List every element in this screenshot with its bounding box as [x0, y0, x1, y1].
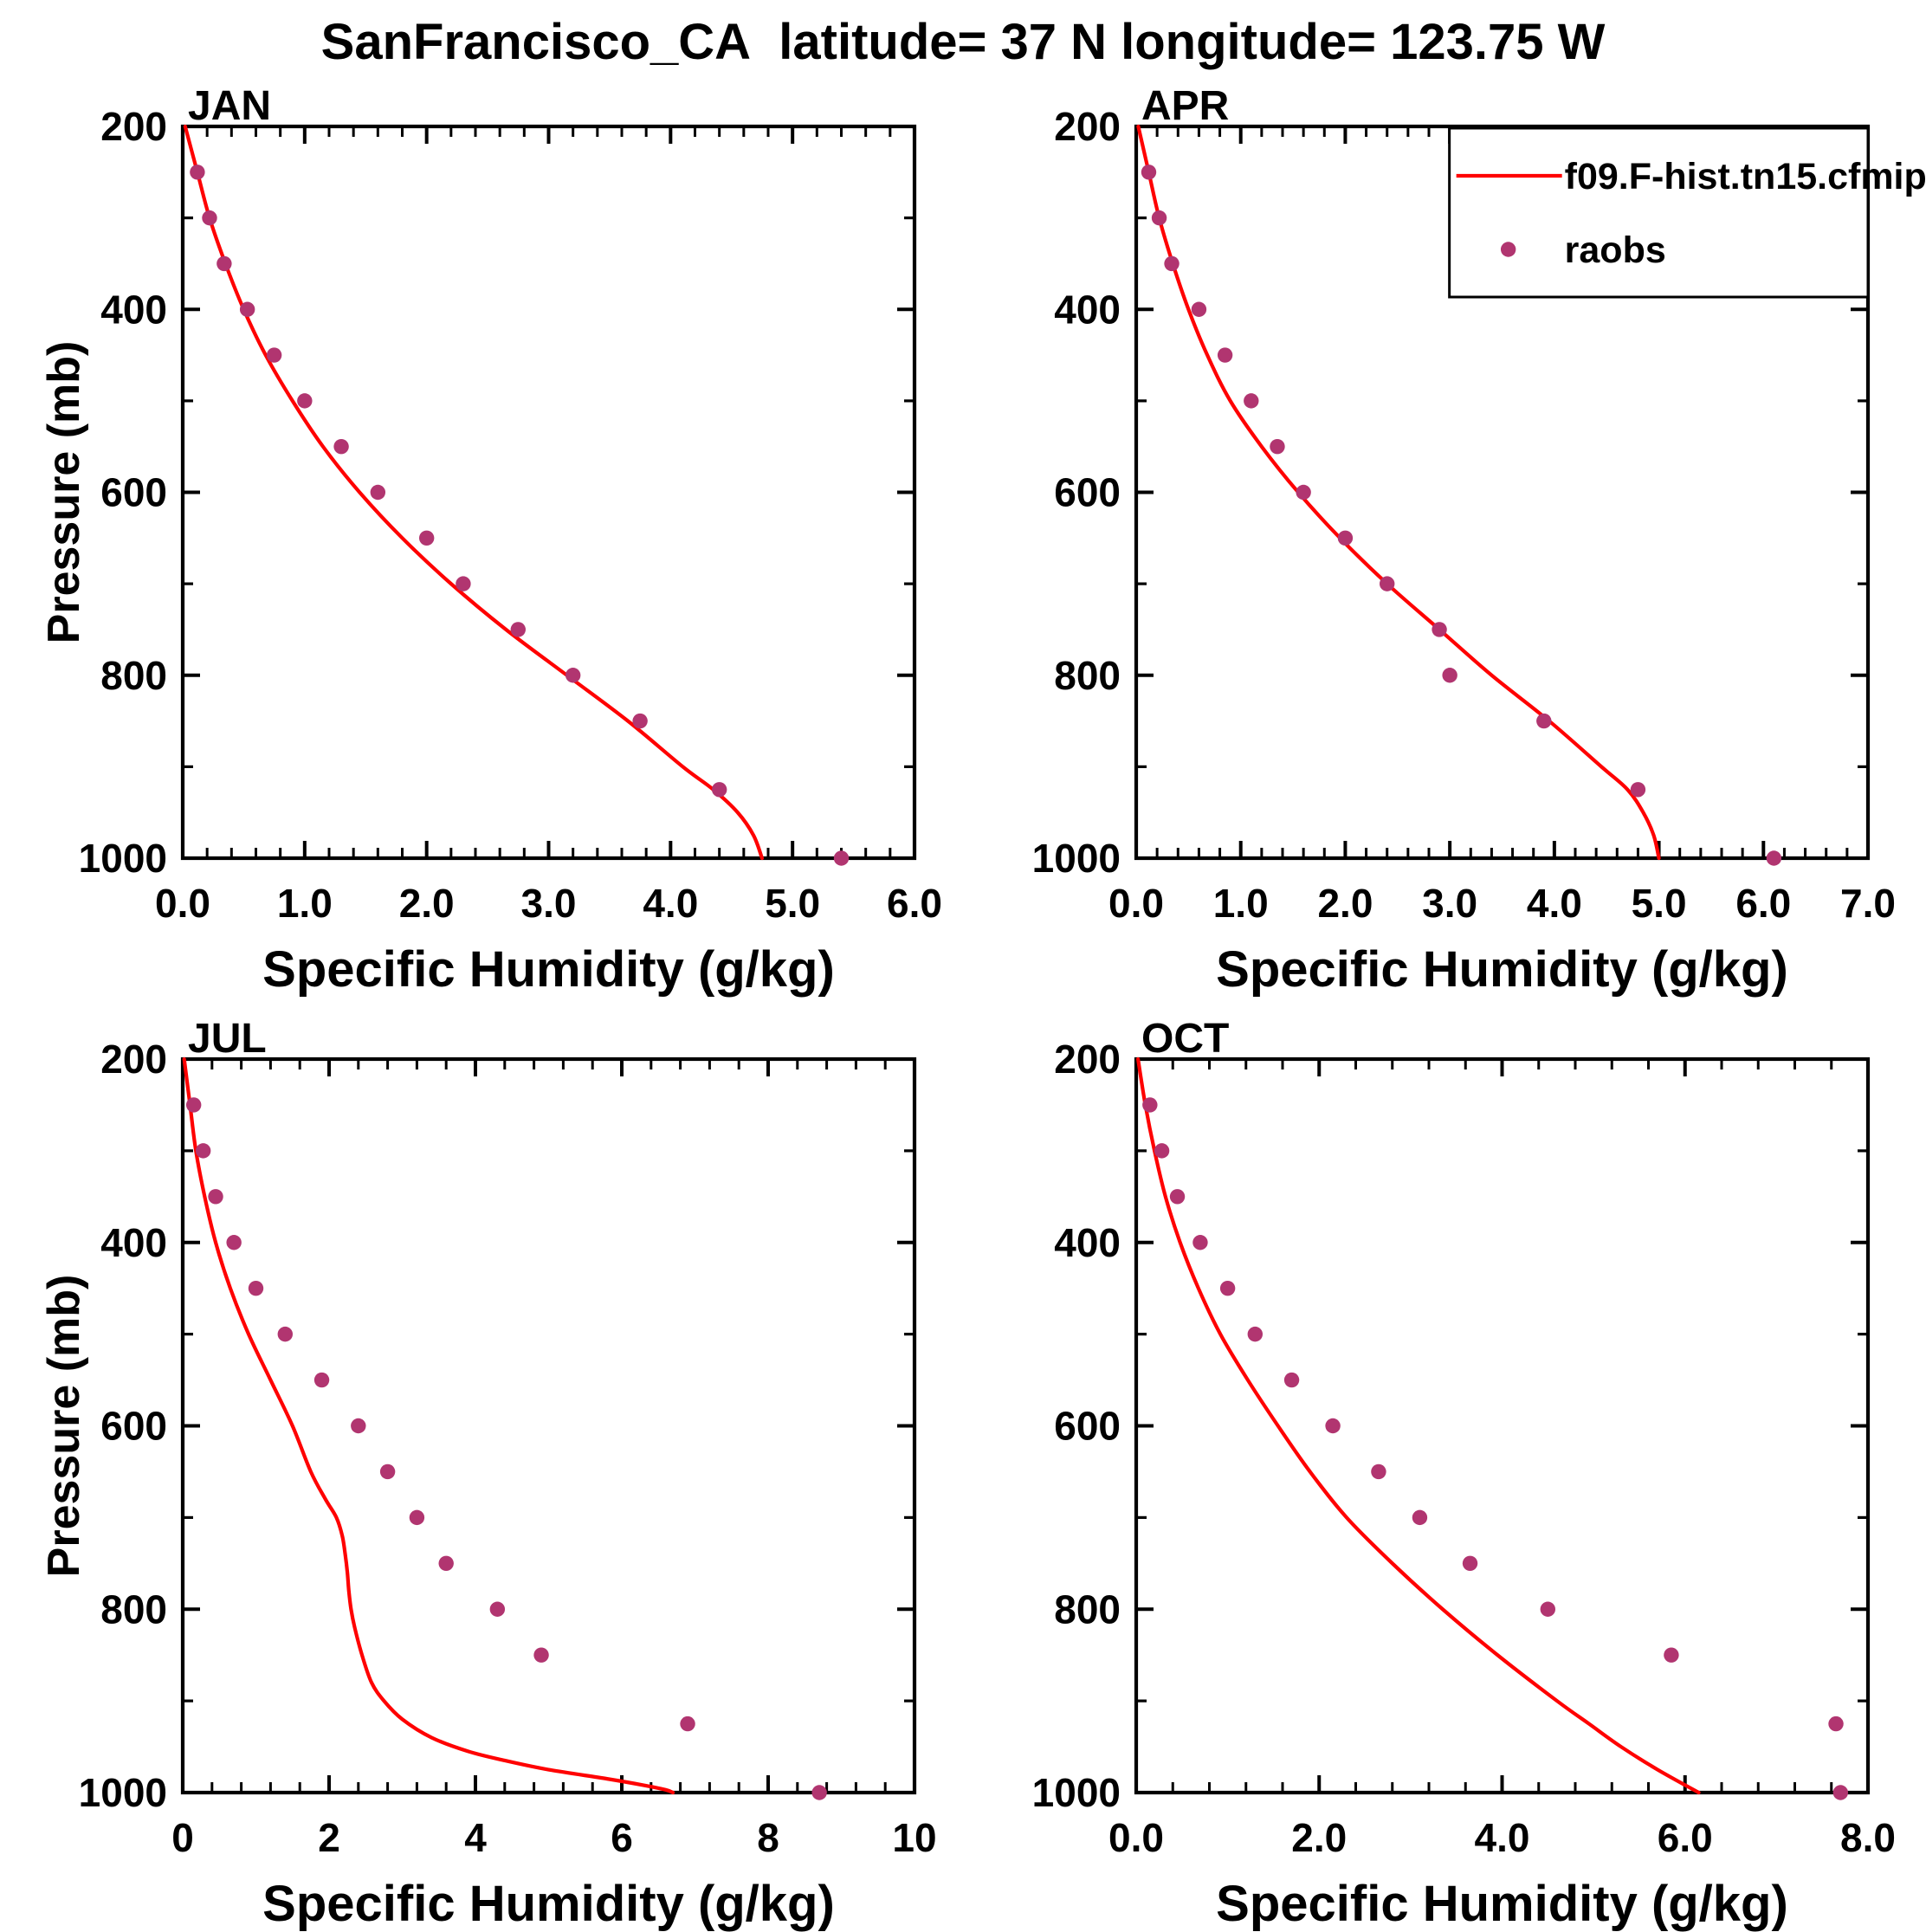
svg-text:Specific Humidity (g/kg): Specific Humidity (g/kg)	[262, 941, 835, 998]
svg-text:2.0: 2.0	[1291, 1815, 1347, 1860]
svg-text:0.0: 0.0	[155, 881, 210, 926]
svg-text:600: 600	[100, 1404, 167, 1449]
svg-text:raobs: raobs	[1565, 229, 1666, 271]
svg-text:6.0: 6.0	[887, 881, 942, 926]
svg-text:0.0: 0.0	[1108, 881, 1164, 926]
svg-text:6.0: 6.0	[1658, 1815, 1713, 1860]
svg-text:200: 200	[1054, 1037, 1121, 1082]
svg-text:600: 600	[100, 470, 167, 515]
svg-text:800: 800	[1054, 1586, 1121, 1632]
svg-text:1000: 1000	[1032, 1770, 1121, 1815]
svg-text:600: 600	[1054, 1404, 1121, 1449]
svg-text:400: 400	[100, 1220, 167, 1265]
svg-text:800: 800	[1054, 653, 1121, 698]
svg-text:1000: 1000	[79, 836, 167, 881]
svg-text:1.0: 1.0	[277, 881, 333, 926]
svg-text:SanFrancisco_CA latitude= 37: SanFrancisco_CA latitude= 37 N longitude…	[321, 14, 1606, 70]
svg-text:1000: 1000	[1032, 836, 1121, 881]
svg-text:5.0: 5.0	[1632, 881, 1687, 926]
svg-text:800: 800	[100, 1586, 167, 1632]
svg-text:0.0: 0.0	[1108, 1815, 1164, 1860]
svg-text:6: 6	[611, 1815, 633, 1860]
svg-text:OCT: OCT	[1141, 1016, 1229, 1062]
svg-text:5.0: 5.0	[765, 881, 820, 926]
svg-text:3.0: 3.0	[1422, 881, 1477, 926]
svg-text:400: 400	[100, 287, 167, 332]
svg-text:800: 800	[100, 653, 167, 698]
svg-text:4.0: 4.0	[643, 881, 698, 926]
svg-text:8.0: 8.0	[1840, 1815, 1896, 1860]
svg-text:JUL: JUL	[188, 1016, 267, 1062]
svg-text:400: 400	[1054, 287, 1121, 332]
svg-text:6.0: 6.0	[1735, 881, 1791, 926]
svg-text:4: 4	[464, 1815, 487, 1860]
svg-text:400: 400	[1054, 1220, 1121, 1265]
svg-text:3.0: 3.0	[521, 881, 577, 926]
svg-text:f09.F-hist.tn15.cfmip: f09.F-hist.tn15.cfmip	[1565, 156, 1926, 197]
svg-text:8: 8	[757, 1815, 779, 1860]
svg-text:4.0: 4.0	[1527, 881, 1582, 926]
svg-text:200: 200	[100, 104, 167, 149]
svg-text:0: 0	[171, 1815, 194, 1860]
svg-text:2: 2	[318, 1815, 340, 1860]
svg-text:200: 200	[100, 1037, 167, 1082]
svg-text:JAN: JAN	[188, 83, 271, 129]
svg-text:600: 600	[1054, 470, 1121, 515]
svg-text:2.0: 2.0	[1317, 881, 1373, 926]
svg-text:1000: 1000	[79, 1770, 167, 1815]
svg-text:Specific Humidity (g/kg): Specific Humidity (g/kg)	[1216, 1876, 1788, 1932]
svg-text:Specific Humidity (g/kg): Specific Humidity (g/kg)	[262, 1876, 835, 1932]
svg-text:APR: APR	[1141, 83, 1229, 129]
svg-text:200: 200	[1054, 104, 1121, 149]
svg-text:2.0: 2.0	[399, 881, 455, 926]
svg-text:1.0: 1.0	[1213, 881, 1269, 926]
svg-text:Pressure (mb): Pressure (mb)	[39, 341, 89, 644]
svg-text:7.0: 7.0	[1840, 881, 1896, 926]
svg-text:Specific Humidity (g/kg): Specific Humidity (g/kg)	[1216, 941, 1788, 998]
svg-text:Pressure (mb): Pressure (mb)	[39, 1275, 89, 1578]
svg-text:4.0: 4.0	[1475, 1815, 1530, 1860]
svg-text:10: 10	[892, 1815, 936, 1860]
